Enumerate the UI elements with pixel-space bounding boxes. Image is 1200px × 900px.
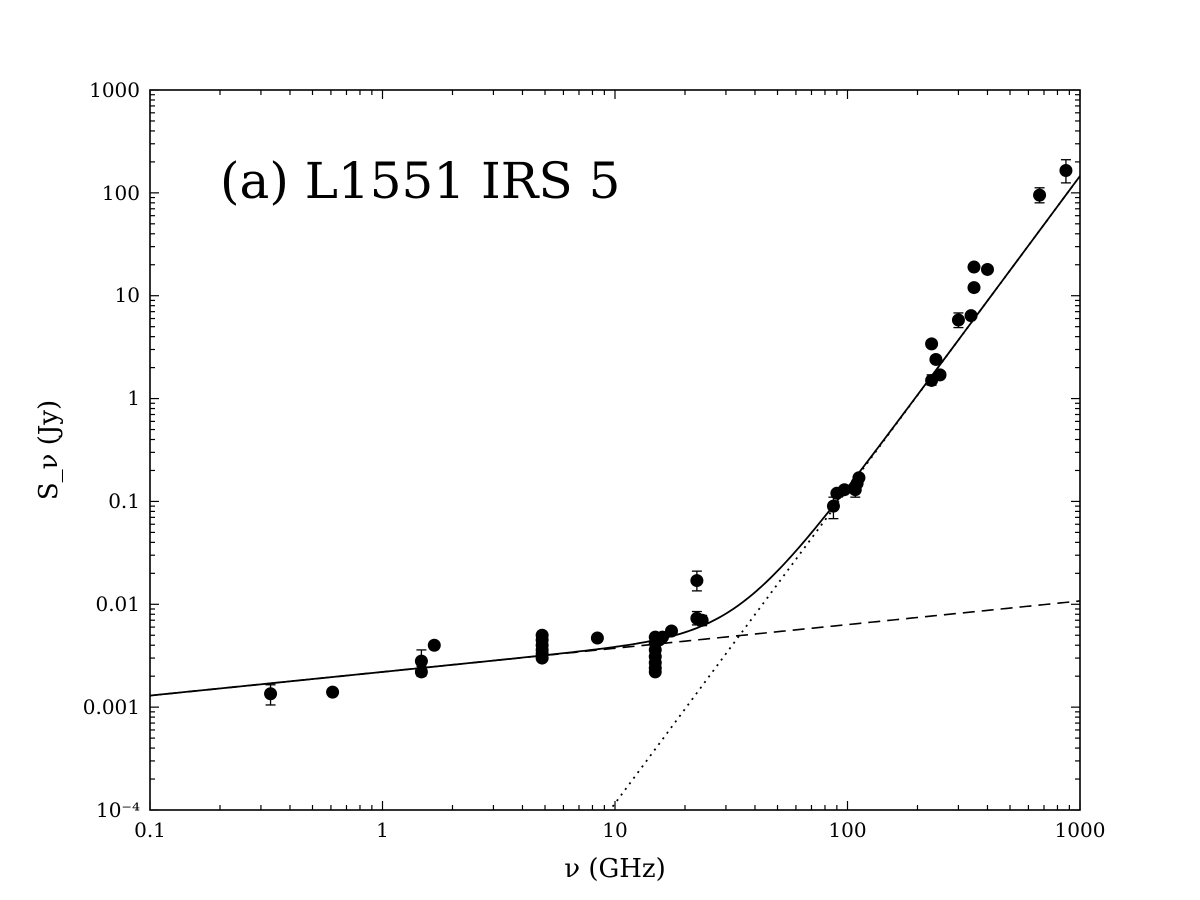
data-point bbox=[967, 281, 981, 295]
data-points bbox=[264, 159, 1073, 706]
plot-area bbox=[150, 90, 1080, 810]
data-marker bbox=[826, 499, 840, 513]
data-point bbox=[414, 665, 428, 679]
data-marker bbox=[326, 685, 340, 699]
data-marker bbox=[980, 262, 994, 276]
data-marker bbox=[695, 613, 709, 627]
data-marker bbox=[414, 654, 428, 668]
data-marker bbox=[967, 260, 981, 274]
y-tick-label: 0.1 bbox=[108, 489, 140, 513]
y-tick-label: 10⁻⁴ bbox=[96, 798, 140, 822]
data-marker bbox=[590, 631, 604, 645]
data-point bbox=[980, 262, 994, 276]
data-marker bbox=[967, 281, 981, 295]
data-point bbox=[929, 352, 943, 366]
data-marker bbox=[929, 352, 943, 366]
data-point bbox=[826, 496, 840, 520]
data-point bbox=[964, 309, 978, 323]
data-point bbox=[925, 337, 939, 351]
x-tick-label: 0.1 bbox=[134, 818, 166, 842]
data-marker bbox=[665, 624, 679, 638]
data-point bbox=[1059, 159, 1073, 184]
data-marker bbox=[951, 313, 965, 327]
x-tick-label: 1 bbox=[376, 818, 389, 842]
data-marker bbox=[925, 337, 939, 351]
y-tick-label: 1 bbox=[127, 386, 140, 410]
y-tick-labels: 10⁻⁴ 0.001 0.01 0.1 1 10 100 1000 bbox=[83, 78, 140, 822]
plot-frame bbox=[149, 89, 1081, 811]
data-point bbox=[1033, 187, 1047, 204]
data-marker bbox=[414, 665, 428, 679]
y-tick-label: 1000 bbox=[89, 78, 140, 102]
x-tick-label: 1000 bbox=[1055, 818, 1106, 842]
data-point bbox=[535, 651, 549, 665]
y-tick-label: 100 bbox=[102, 181, 140, 205]
data-marker bbox=[852, 471, 866, 485]
y-tick-label: 0.01 bbox=[95, 592, 140, 616]
data-point bbox=[695, 613, 709, 627]
axis-ticks bbox=[149, 89, 1081, 811]
y-tick-label: 0.001 bbox=[83, 695, 140, 719]
data-marker bbox=[964, 309, 978, 323]
data-point bbox=[264, 684, 278, 706]
y-tick-label: 10 bbox=[115, 283, 140, 307]
data-marker bbox=[837, 483, 851, 497]
data-marker bbox=[1033, 188, 1047, 202]
data-point bbox=[427, 638, 441, 652]
data-marker bbox=[933, 368, 947, 382]
data-point bbox=[590, 631, 604, 645]
data-marker bbox=[427, 638, 441, 652]
data-point bbox=[837, 483, 851, 497]
total-fit-solid-line bbox=[150, 175, 1080, 697]
data-marker bbox=[1059, 163, 1073, 177]
data-marker bbox=[648, 665, 662, 679]
x-tick-label: 100 bbox=[828, 818, 866, 842]
x-tick-label: 10 bbox=[602, 818, 627, 842]
data-marker bbox=[690, 574, 704, 588]
data-point bbox=[326, 685, 340, 699]
y-axis-label: S_ν (Jy) bbox=[34, 400, 64, 500]
data-point bbox=[852, 471, 866, 485]
data-point bbox=[665, 624, 679, 638]
data-point bbox=[690, 570, 704, 592]
data-point bbox=[951, 312, 965, 329]
data-marker bbox=[264, 687, 278, 701]
data-point bbox=[648, 665, 662, 679]
x-tick-labels: 0.1 1 10 100 1000 bbox=[134, 818, 1105, 842]
model-curves bbox=[150, 175, 1080, 810]
data-marker bbox=[535, 651, 549, 665]
data-point bbox=[967, 260, 981, 274]
chart-title: (a) L1551 IRS 5 bbox=[220, 152, 620, 210]
x-axis-label: ν (GHz) bbox=[564, 854, 666, 884]
data-point bbox=[933, 368, 947, 382]
